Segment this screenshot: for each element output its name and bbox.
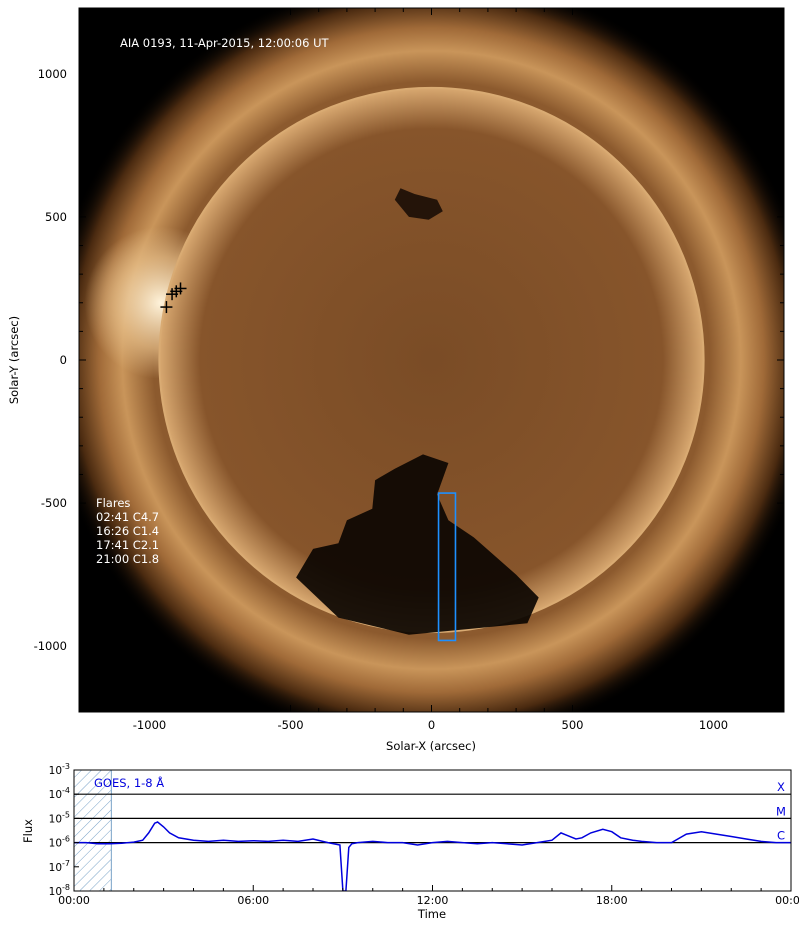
- x-tick-label: 500: [562, 718, 584, 732]
- goes-y-tick-label: 10-3: [49, 762, 70, 777]
- flare-item: 21:00 C1.8: [96, 552, 159, 566]
- goes-y-tick-label: 10-7: [49, 859, 70, 874]
- x-tick-label: -500: [277, 718, 303, 732]
- class-label: C: [777, 829, 785, 843]
- goes-flux-series: [74, 821, 791, 891]
- flares-heading: Flares: [96, 496, 130, 510]
- image-y-axis-label: Solar-Y (arcsec): [7, 316, 21, 404]
- x-tick-label: 0: [428, 718, 435, 732]
- flare-markers: [160, 282, 187, 314]
- flares-legend: Flares 02:41 C4.7 16:26 C1.4 17:41 C2.1 …: [96, 496, 159, 566]
- flare-item: 02:41 C4.7: [96, 510, 159, 524]
- goes-y-tick-label: 10-5: [49, 810, 70, 825]
- goes-x-tick-label: 06:00: [237, 894, 269, 907]
- flare-marker: [174, 282, 187, 295]
- y-tick-label: 1000: [38, 67, 67, 81]
- flare-item: 17:41 C2.1: [96, 538, 159, 552]
- coronal-hole: [296, 454, 539, 635]
- y-tick-label: -1000: [34, 639, 67, 653]
- class-label: X: [777, 780, 785, 794]
- goes-axes: 00:00 06:00 12:00 18:00 00:00 10-3 10-4 10-5 10-…: [49, 762, 799, 907]
- goes-y-tick-label: 10-4: [49, 786, 70, 801]
- image-x-axis-label: Solar-X (arcsec): [386, 739, 476, 753]
- goes-x-axis-label: Time: [417, 907, 446, 921]
- goes-x-tick-label: 12:00: [417, 894, 449, 907]
- y-tick-label: 500: [45, 210, 67, 224]
- goes-flux-chart: XMC GOES, 1-8 Å 00:00 06:00 12:00 18:00 00:0…: [21, 762, 799, 921]
- goes-y-tick-label: 10-8: [49, 883, 70, 898]
- coronal-hole-north: [394, 188, 443, 220]
- flare-item: 16:26 C1.4: [96, 524, 159, 538]
- selection-box[interactable]: [437, 492, 457, 642]
- y-tick-label: 0: [60, 353, 67, 367]
- flare-marker: [166, 288, 179, 301]
- aia-image-panel: AIA 0193, 11-Apr-2015, 12:00:06 UT Flare…: [7, 7, 785, 753]
- x-tick-label: -1000: [133, 718, 166, 732]
- goes-x-tick-label: 00:00: [775, 894, 799, 907]
- class-label: M: [776, 804, 786, 818]
- goes-x-tick-label: 00:00: [58, 894, 90, 907]
- flare-marker: [160, 301, 173, 314]
- image-header: AIA 0193, 11-Apr-2015, 12:00:06 UT: [120, 36, 329, 50]
- y-tick-label: -500: [41, 496, 67, 510]
- goes-y-tick-label: 10-6: [49, 835, 70, 850]
- goes-legend: GOES, 1-8 Å: [94, 775, 164, 790]
- goes-x-tick-label: 18:00: [596, 894, 628, 907]
- goes-y-axis-label: Flux: [21, 819, 35, 843]
- goes-plot-area: [74, 770, 791, 891]
- image-axes: -1000 -500 0 500 1000 1000 500 0 -500 -1000: [34, 8, 784, 732]
- x-tick-label: 1000: [699, 718, 728, 732]
